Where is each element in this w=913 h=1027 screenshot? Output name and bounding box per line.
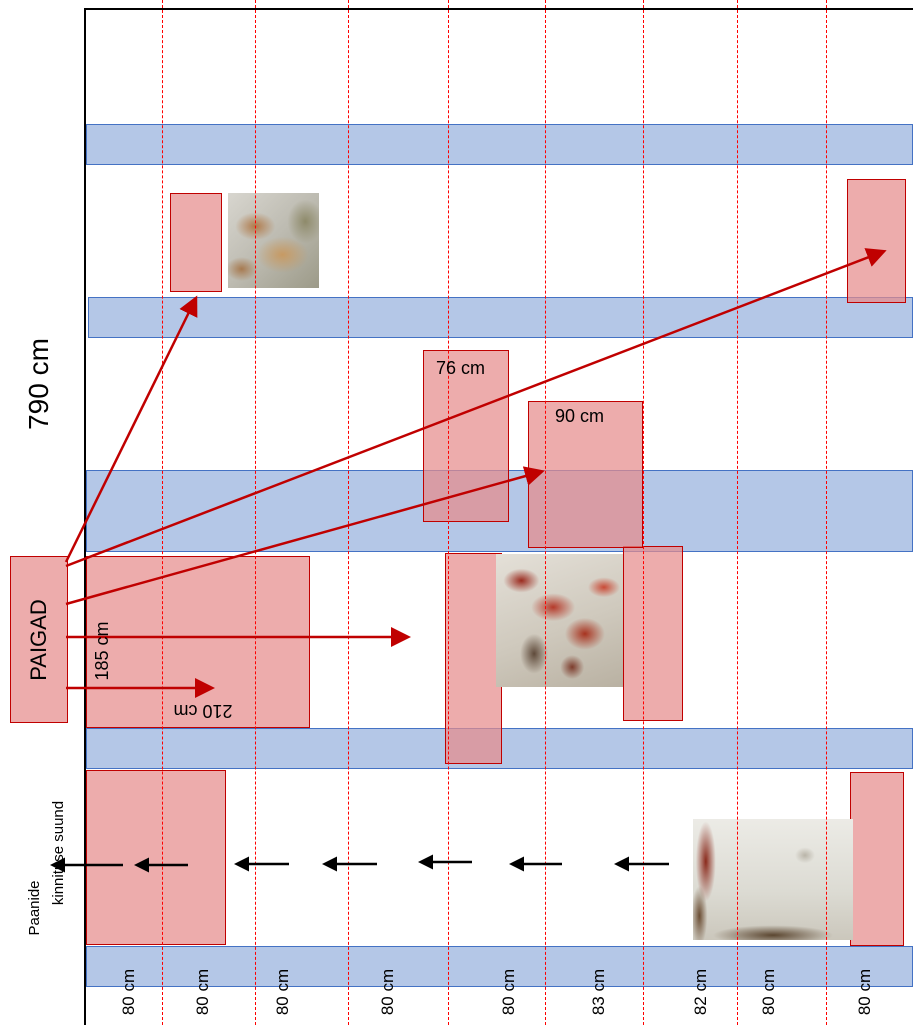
column-width-label-7: 82 cm [691, 968, 710, 1016]
patch-label-185: 185 cm [92, 621, 112, 681]
patch-large-left [86, 556, 310, 728]
guide-line-4 [448, 0, 449, 1025]
horizontal-band-5 [86, 946, 913, 987]
column-width-label-9: 80 cm [855, 968, 874, 1016]
direction-label-line2: kinnituse suund [50, 800, 67, 906]
column-width-label-2: 80 cm [193, 968, 212, 1016]
paigad-box [10, 556, 68, 723]
column-width-label-6: 83 cm [589, 968, 608, 1016]
patch-label-76: 76 cm [436, 358, 486, 378]
patch-top-left [170, 193, 222, 292]
frame-top-line [84, 8, 913, 10]
patch-bottom-right [850, 772, 904, 946]
direction-label-line1: Paanide [26, 880, 43, 936]
patch-right-middle [623, 546, 683, 721]
guide-line-5 [545, 0, 546, 1025]
horizontal-band-2 [88, 297, 913, 338]
guide-line-6 [643, 0, 644, 1025]
patch-label-90: 90 cm [555, 406, 605, 426]
arrow-to-top-left-patch [64, 295, 198, 563]
guide-line-3 [348, 0, 349, 1025]
mural-fragment-photo [496, 554, 623, 687]
patch-top-right [847, 179, 906, 303]
patch-bottom-left [86, 770, 226, 945]
guide-line-2 [255, 0, 256, 1025]
patch-90cm [528, 401, 643, 548]
arrow-to-90cm-patch [65, 466, 545, 606]
column-width-label-1: 80 cm [119, 968, 138, 1016]
frame-left-line [84, 8, 86, 1025]
column-width-label-8: 80 cm [759, 968, 778, 1016]
peeling-paint-photo [228, 193, 319, 288]
column-width-label-5: 80 cm [499, 968, 518, 1016]
height-label: 790 cm [23, 338, 54, 430]
horizontal-band-1 [86, 124, 913, 165]
guide-line-1 [162, 0, 163, 1025]
column-width-label-3: 80 cm [273, 968, 292, 1016]
guide-line-8 [826, 0, 827, 1025]
patch-label-210: 210 cm [173, 701, 233, 721]
guide-line-7 [737, 0, 738, 1025]
column-width-label-4: 80 cm [378, 968, 397, 1016]
arrow-to-top-right-patch [65, 248, 887, 568]
